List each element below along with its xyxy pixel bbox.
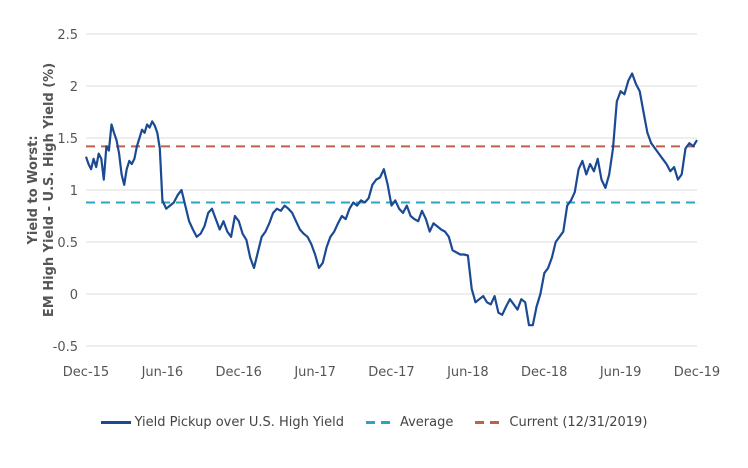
legend-label: Yield Pickup over U.S. High Yield: [134, 415, 344, 430]
x-tick-label: Jun-16: [141, 365, 184, 380]
gridlines: [86, 33, 697, 347]
y-tick-label: 1.5: [57, 132, 78, 147]
x-tick-label: Dec-16: [216, 365, 262, 380]
legend-swatch-dashed-cyan: [365, 421, 396, 424]
x-tick-label: Dec-18: [521, 365, 567, 380]
y-tick-label: 2: [70, 80, 78, 95]
legend-item-current: Current (12/31/2019): [475, 415, 647, 430]
y-tick-label: -0.5: [53, 340, 78, 355]
legend-item-yield-pickup: Yield Pickup over U.S. High Yield: [100, 415, 344, 430]
legend-swatch-solid: [100, 421, 131, 424]
chart: 2.5 2 1.5 1 0.5 0 -0.5 Dec-15 Jun-16 Dec-16 Jun-1…: [26, 28, 720, 380]
y-axis-label-line2: EM High Yield - U.S. High Yield (%): [42, 63, 57, 317]
y-tick-label: 1: [70, 184, 78, 199]
x-tick-label: Dec-17: [368, 365, 414, 380]
yield-pickup-line: [84, 72, 698, 327]
y-tick-label: 2.5: [57, 28, 78, 43]
y-axis-ticks: 2.5 2 1.5 1 0.5 0 -0.5: [53, 28, 78, 355]
series-group: [84, 72, 698, 327]
legend: Yield Pickup over U.S. High Yield Averag…: [0, 415, 748, 430]
x-tick-label: Dec-19: [674, 365, 720, 380]
x-tick-label: Jun-17: [293, 365, 336, 380]
x-tick-label: Jun-19: [599, 365, 642, 380]
x-axis-ticks: Dec-15 Jun-16 Dec-16 Jun-17 Dec-17 Jun-18 Dec-…: [63, 365, 720, 380]
y-tick-label: 0: [70, 288, 78, 303]
legend-label: Current (12/31/2019): [509, 415, 648, 430]
y-axis-label-line1: Yield to Worst:: [26, 135, 41, 245]
x-tick-label: Jun-18: [446, 365, 489, 380]
y-tick-label: 0.5: [57, 236, 78, 251]
x-tick-label: Dec-15: [63, 365, 109, 380]
legend-label: Average: [399, 415, 454, 430]
legend-item-average: Average: [365, 415, 454, 430]
legend-swatch-dashed-red: [475, 421, 506, 424]
